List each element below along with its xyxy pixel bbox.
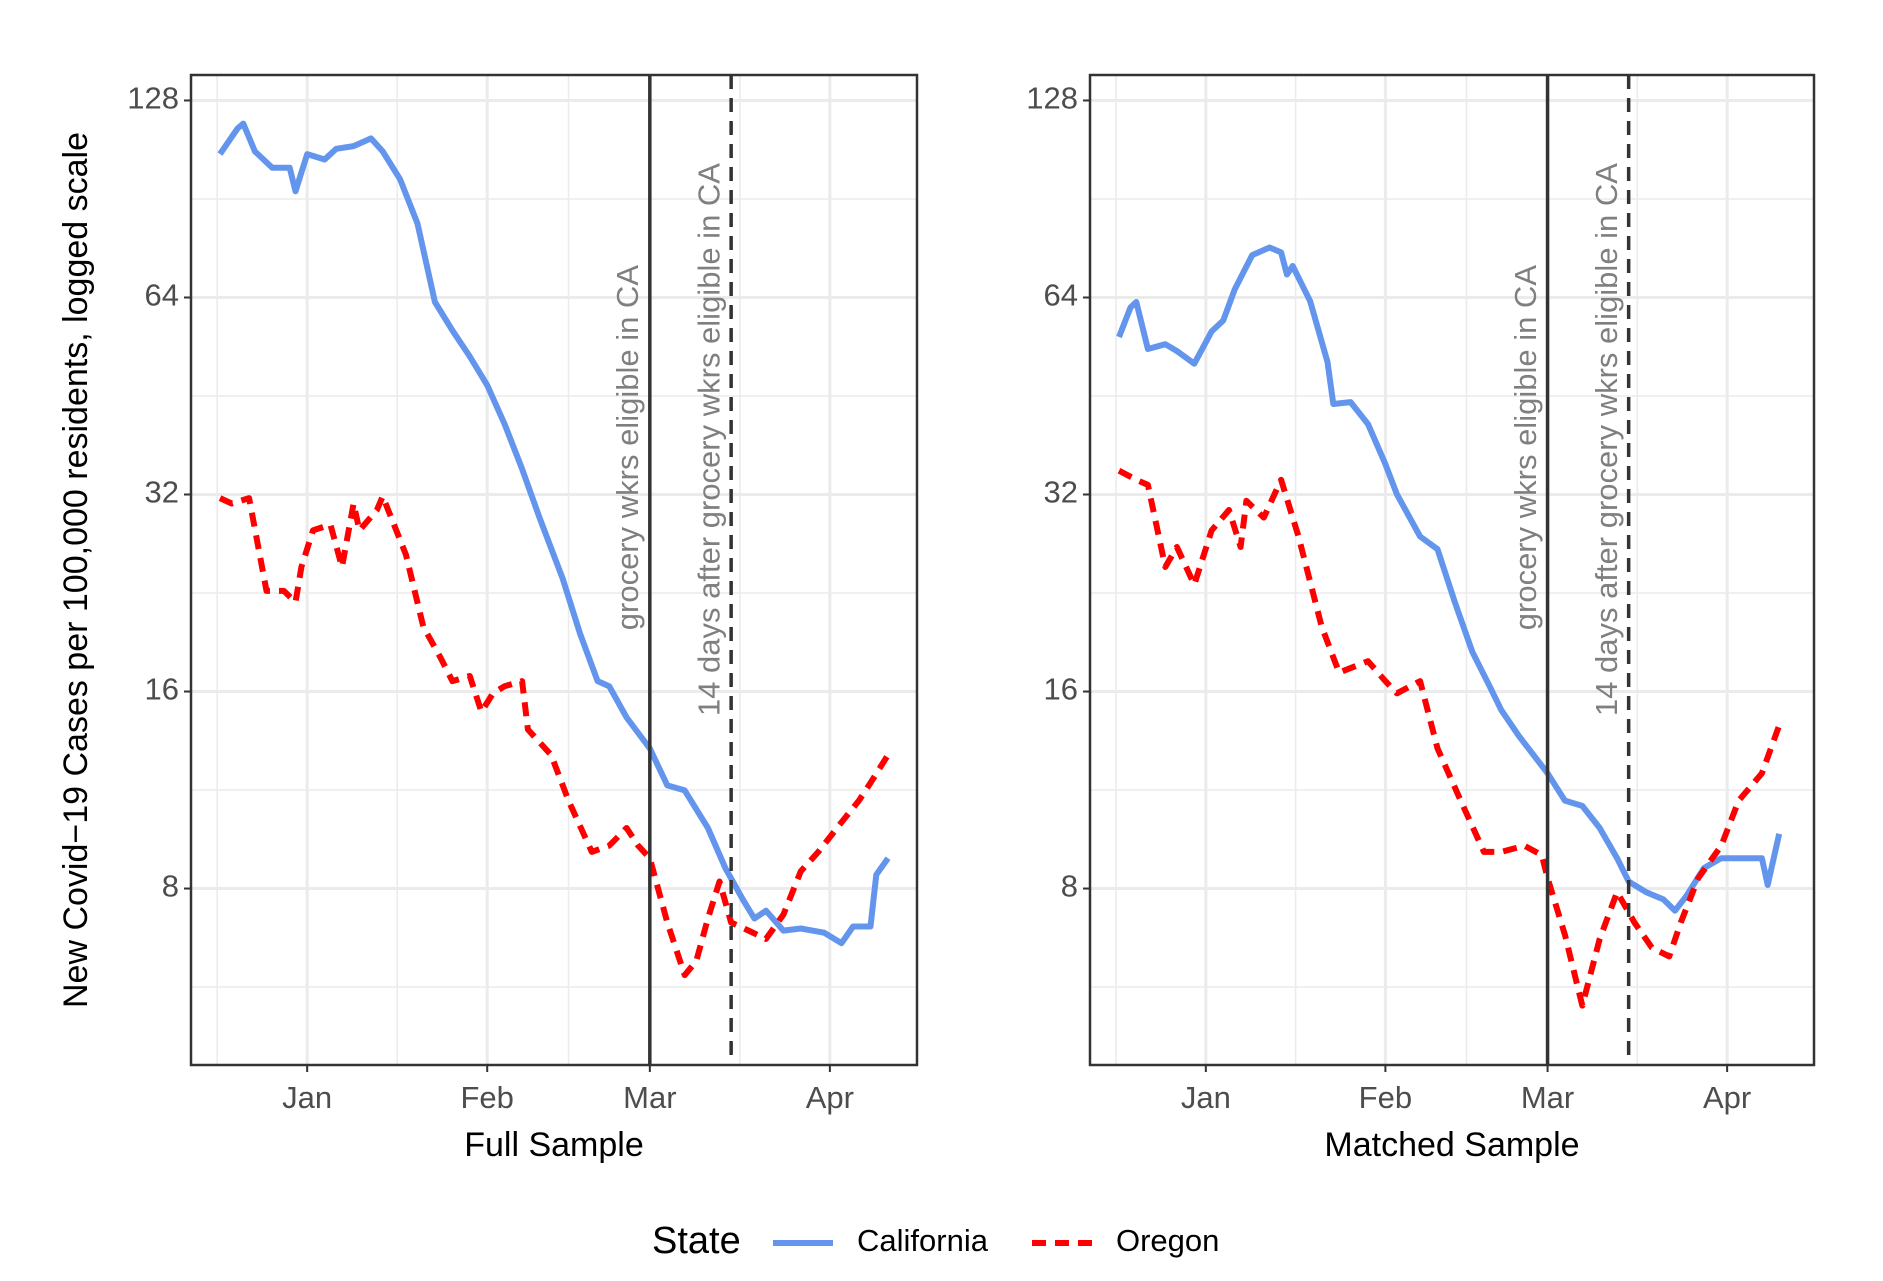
- panel-border: [189, 73, 919, 1067]
- x-tick-label: Jan: [1181, 1080, 1231, 1115]
- series-line: [1116, 244, 1783, 914]
- y-tick-label: 32: [1044, 475, 1078, 510]
- x-tick-label: Jan: [282, 1080, 332, 1115]
- panel-background: [191, 75, 917, 1065]
- y-axis-title: New Covid−19 Cases per 100,000 residents…: [57, 132, 95, 1008]
- annotation: 14 days after grocery wkrs eligible in C…: [1589, 163, 1624, 716]
- y-tick-label: 128: [1026, 81, 1078, 116]
- x-tick-label: Feb: [1359, 1080, 1412, 1115]
- series-line: [217, 120, 891, 947]
- y-tick-label: 16: [145, 672, 179, 707]
- panel-border: [1088, 73, 1816, 1067]
- x-tick-label: Mar: [1521, 1080, 1574, 1115]
- series-line: [1117, 468, 1783, 1009]
- legend-label: California: [857, 1223, 989, 1258]
- x-axis-title: Full Sample: [464, 1126, 644, 1164]
- y-tick-label: 16: [1044, 672, 1078, 707]
- y-tick-label: 8: [1061, 869, 1078, 904]
- x-tick-label: Apr: [1703, 1080, 1751, 1115]
- legend-title: State: [652, 1220, 741, 1262]
- annotation: 14 days after grocery wkrs eligible in C…: [691, 163, 726, 716]
- annotation: grocery wkrs eligible in CA: [610, 265, 645, 631]
- x-axis-title: Matched Sample: [1324, 1126, 1579, 1164]
- x-tick-label: Mar: [623, 1080, 676, 1115]
- x-tick-label: Apr: [806, 1080, 854, 1115]
- y-tick-label: 32: [145, 475, 179, 510]
- legend-label: Oregon: [1116, 1223, 1219, 1258]
- y-tick-label: 64: [145, 278, 179, 313]
- x-tick-label: Feb: [460, 1080, 513, 1115]
- y-tick-label: 64: [1044, 278, 1078, 313]
- y-tick-label: 8: [162, 869, 179, 904]
- y-tick-label: 128: [127, 81, 179, 116]
- series-line: [218, 493, 891, 979]
- annotation: grocery wkrs eligible in CA: [1508, 265, 1543, 631]
- panel-background: [1090, 75, 1814, 1065]
